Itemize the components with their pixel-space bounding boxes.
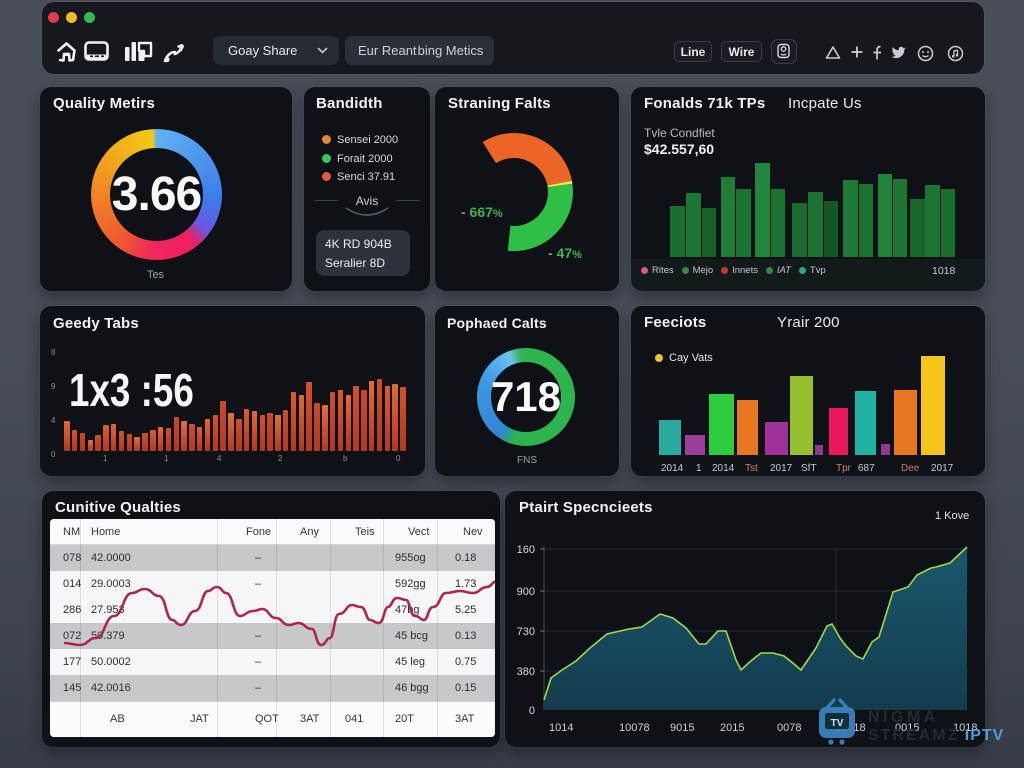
svg-text:0: 0	[529, 705, 535, 717]
svg-text:0078: 0078	[777, 722, 801, 734]
svg-text:380: 380	[517, 666, 535, 678]
svg-text:900: 900	[517, 586, 535, 598]
svg-text:730: 730	[517, 626, 535, 638]
svg-text:1014: 1014	[549, 722, 573, 734]
svg-text:1018: 1018	[953, 722, 977, 734]
svg-text:TV: TV	[831, 718, 844, 729]
svg-text:0015: 0015	[895, 722, 919, 734]
svg-text:2015: 2015	[720, 722, 744, 734]
svg-text:10078: 10078	[619, 722, 650, 734]
svg-text:9015: 9015	[670, 722, 694, 734]
svg-text:160: 160	[517, 544, 535, 556]
